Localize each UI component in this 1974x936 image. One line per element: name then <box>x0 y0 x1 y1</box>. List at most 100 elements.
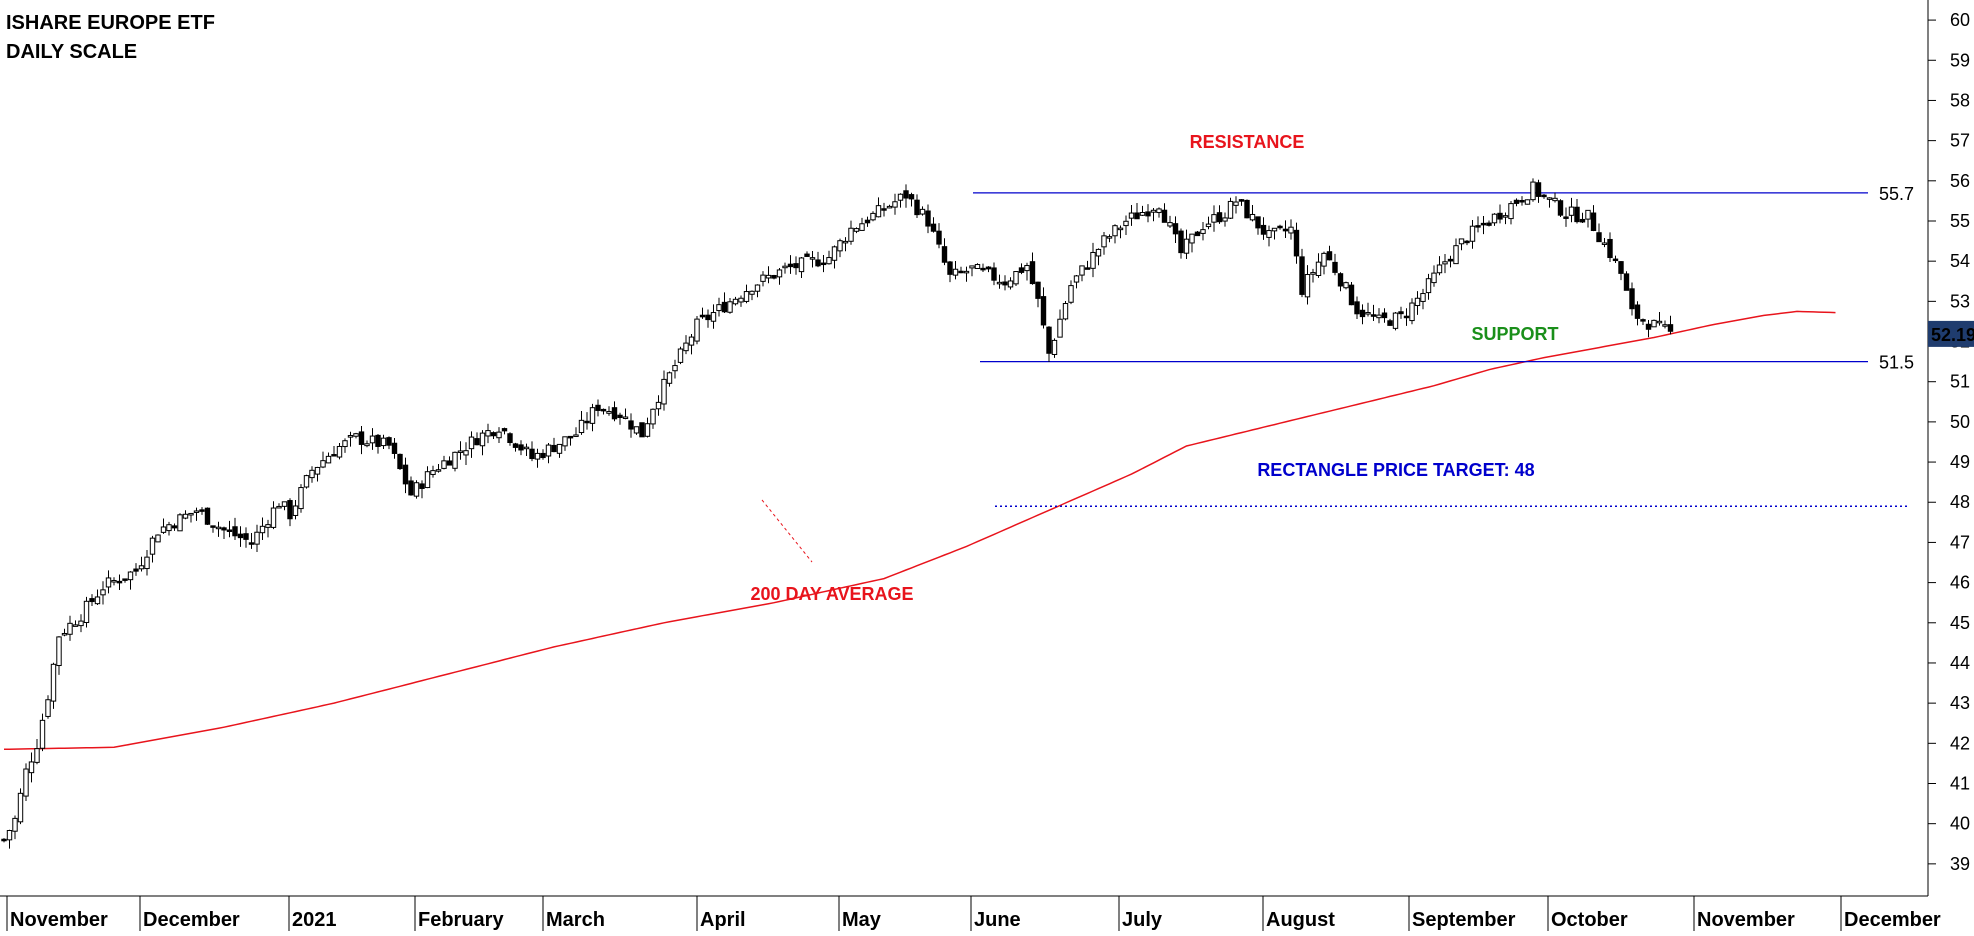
candle <box>61 628 68 637</box>
candle-body <box>567 435 574 439</box>
candle-body <box>1183 238 1190 254</box>
candle-body <box>694 318 700 342</box>
candle-body <box>1222 217 1228 222</box>
candle <box>974 263 981 270</box>
y-tick-label: 43 <box>1950 693 1970 713</box>
candle-body <box>94 596 101 605</box>
y-tick-label: 54 <box>1950 251 1970 271</box>
candle-body <box>1271 227 1278 232</box>
candle-body <box>402 464 409 485</box>
candle-body <box>1244 199 1250 219</box>
candle <box>859 217 865 231</box>
candle <box>1046 326 1052 363</box>
candle <box>325 452 332 464</box>
candle <box>1002 275 1008 291</box>
candle <box>1607 232 1613 263</box>
candle <box>1271 227 1278 240</box>
candle-body <box>28 761 35 774</box>
candle-body <box>1629 288 1635 310</box>
candle-body <box>292 505 299 516</box>
candle-body <box>732 298 739 305</box>
candle-body <box>171 525 178 529</box>
y-tick-label: 45 <box>1950 613 1970 633</box>
candle-body <box>1469 225 1476 242</box>
candle-body <box>1398 311 1404 315</box>
candle-body <box>1365 312 1371 315</box>
y-tick-label: 55 <box>1950 211 1970 231</box>
candle <box>1238 198 1245 206</box>
y-tick-label: 48 <box>1950 492 1970 512</box>
candle-body <box>875 205 882 218</box>
candle <box>930 217 937 233</box>
candle <box>1651 319 1657 328</box>
candle <box>760 271 766 287</box>
candle <box>1596 223 1602 243</box>
candle <box>1541 194 1547 199</box>
candle-body <box>716 304 722 312</box>
candle <box>1519 196 1525 206</box>
candle <box>402 457 409 494</box>
candle <box>1161 203 1168 223</box>
y-tick-label: 40 <box>1950 814 1970 834</box>
candle <box>391 437 398 459</box>
month-label: April <box>700 909 746 931</box>
candle-body <box>749 290 755 295</box>
candle-body <box>397 453 403 470</box>
candle-body <box>787 263 794 268</box>
candle <box>1414 291 1421 315</box>
candle-body <box>1095 248 1102 257</box>
candle-body <box>941 246 948 263</box>
candle-body <box>408 480 414 496</box>
candle <box>540 449 546 460</box>
candle <box>1095 248 1102 266</box>
candle <box>1557 199 1564 217</box>
candle-body <box>782 265 788 269</box>
candle <box>534 448 541 468</box>
candle <box>17 788 24 825</box>
candle-body <box>518 444 524 451</box>
candle <box>276 503 282 509</box>
candle <box>952 260 959 280</box>
candle <box>457 441 464 460</box>
candle-body <box>116 580 123 584</box>
candle <box>298 484 304 513</box>
candle-body <box>1255 216 1261 229</box>
candle-body <box>237 533 244 539</box>
candle <box>936 223 942 249</box>
candle-body <box>1018 267 1025 273</box>
candle-body <box>1475 225 1481 228</box>
candle-body <box>1497 212 1503 220</box>
candle <box>749 290 755 301</box>
candle <box>292 499 299 520</box>
candle <box>875 197 882 218</box>
candle <box>1447 255 1454 268</box>
candle <box>160 518 167 534</box>
candle-body <box>677 348 684 363</box>
candle-body <box>160 526 167 533</box>
candle-body <box>1172 223 1179 235</box>
candle <box>83 596 90 628</box>
candle <box>1117 225 1124 239</box>
candle <box>463 442 469 465</box>
candle <box>721 292 728 313</box>
candle <box>1497 204 1503 224</box>
candle <box>232 517 238 540</box>
y-tick-label: 60 <box>1950 10 1970 30</box>
candle <box>661 370 667 411</box>
candle <box>798 256 805 279</box>
candle-body <box>254 531 260 545</box>
candle <box>1073 274 1080 289</box>
candle-body <box>391 442 398 454</box>
candle-body <box>721 301 728 313</box>
candle <box>430 465 436 478</box>
candle-body <box>1585 209 1591 220</box>
candle <box>281 501 288 511</box>
candle <box>1062 301 1069 321</box>
candle <box>28 752 35 783</box>
candle <box>1629 282 1635 316</box>
candle-body <box>743 291 750 302</box>
candle-body <box>1150 209 1157 213</box>
candle <box>320 451 326 469</box>
candle-body <box>1563 216 1569 219</box>
candle <box>941 238 948 266</box>
